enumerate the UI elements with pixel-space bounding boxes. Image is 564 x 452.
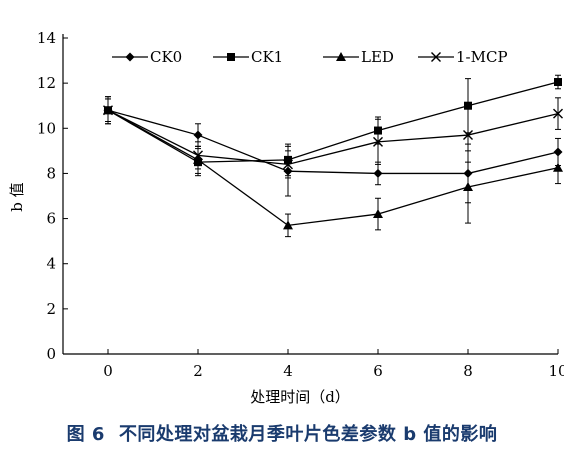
caption-text: 不同处理对盆栽月季叶片色差参数 b 值的影响 [118, 424, 498, 445]
x-marker-stroke [103, 105, 113, 116]
data-point [193, 130, 203, 140]
y-tick-label: 0 [46, 345, 56, 363]
data-point [373, 209, 383, 219]
legend-marker [125, 52, 135, 62]
chart-svg: 0 2 4 6 8 10 12 14 0 2 4 6 8 10 CK0 CK1 LED 1-MCP b 值 处理… [8, 29, 564, 406]
series-ck0 [103, 98, 563, 204]
data-point [464, 101, 472, 110]
y-tick-label: 4 [46, 255, 56, 273]
x-tick-label: 2 [193, 362, 203, 380]
figure-number: 图 6 [66, 424, 105, 445]
legend-marker [227, 53, 235, 61]
x-tick-label: 6 [373, 362, 383, 380]
legend-label: CK0 [150, 48, 182, 66]
y-tick-label: 12 [37, 74, 56, 92]
x-tick-label: 0 [103, 362, 113, 380]
data-point [554, 78, 562, 87]
legend-label: CK1 [251, 48, 283, 66]
data-point [193, 150, 203, 161]
figure-caption: 图 6 不同处理对盆栽月季叶片色差参数 b 值的影响 [0, 420, 564, 446]
legend-label: 1-MCP [456, 48, 508, 66]
x-marker-stroke [463, 130, 473, 141]
series-1-mcp [103, 96, 563, 179]
x-marker-stroke [553, 108, 563, 119]
x-axis-label: 处理时间（d） [250, 388, 350, 406]
data-point [103, 105, 113, 116]
legend-item: CK1 [213, 48, 283, 66]
y-tick-label: 6 [46, 210, 56, 228]
series-line [107, 109, 559, 175]
x-marker-stroke [283, 159, 293, 170]
series-line [107, 81, 559, 163]
series-ck1 [104, 74, 562, 177]
x-marker-stroke [193, 150, 203, 161]
y-axis-label: b 值 [8, 182, 26, 211]
data-point [373, 136, 383, 147]
series-line [107, 109, 559, 166]
y-tick-label: 14 [37, 29, 56, 47]
data-point [463, 181, 473, 191]
legend-marker [336, 52, 346, 61]
series-layer [103, 74, 563, 238]
legend-label: LED [361, 48, 394, 66]
legend-marker [431, 52, 441, 62]
series-line [107, 109, 559, 227]
x-marker-stroke [373, 136, 383, 147]
data-point [553, 162, 563, 172]
axes: 0 2 4 6 8 10 12 14 0 2 4 6 8 10 [37, 29, 564, 380]
legend-item: CK0 [112, 48, 182, 66]
legend: CK0 CK1 LED 1-MCP [112, 48, 508, 66]
x-tick-label: 8 [463, 362, 473, 380]
y-tick-label: 10 [37, 119, 56, 137]
legend-item: 1-MCP [418, 48, 508, 66]
data-point [373, 168, 383, 178]
y-tick-label: 2 [46, 300, 56, 318]
legend-item: LED [323, 48, 394, 66]
data-point [553, 108, 563, 119]
x-marker-stroke [431, 52, 441, 62]
x-tick-label: 4 [283, 362, 293, 380]
series-led [103, 98, 563, 238]
x-tick-label: 10 [548, 362, 564, 380]
data-point [463, 130, 473, 141]
data-point [283, 220, 293, 230]
data-point [283, 159, 293, 170]
y-tick-label: 8 [46, 164, 56, 182]
